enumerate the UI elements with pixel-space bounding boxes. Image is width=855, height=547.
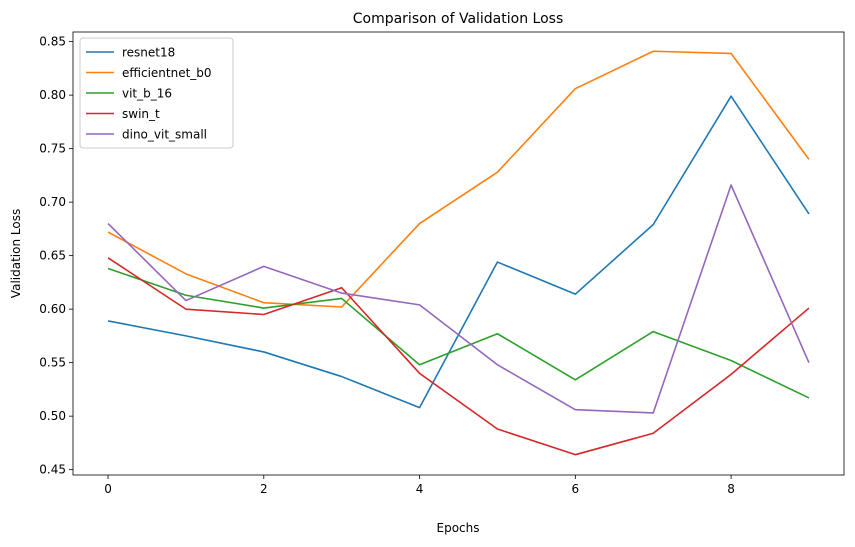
y-tick-label: 0.65 xyxy=(39,249,66,263)
legend-label-swin-t: swin_t xyxy=(122,107,160,121)
y-tick-label: 0.80 xyxy=(39,88,66,102)
series-line-efficientnet-b0 xyxy=(107,50,810,308)
x-tick-label: 6 xyxy=(571,482,579,496)
x-tick-label: 2 xyxy=(260,482,268,496)
y-axis: 0.45 0.50 0.55 0.60 0.65 0.70 0.75 0.80 0.85 xyxy=(39,35,73,477)
x-tick-label: 0 xyxy=(104,482,112,496)
y-tick-label: 0.70 xyxy=(39,195,66,209)
legend-box xyxy=(79,37,234,149)
y-tick-label: 0.60 xyxy=(39,302,66,316)
y-tick-label: 0.45 xyxy=(39,463,66,477)
y-tick-label: 0.55 xyxy=(39,356,66,370)
x-axis-label: Epochs xyxy=(437,521,480,535)
series-line-vit-b-16 xyxy=(107,267,810,399)
x-axis: 0 2 4 6 8 xyxy=(104,475,735,496)
y-tick-label: 0.50 xyxy=(39,409,66,423)
y-tick-label: 0.75 xyxy=(39,142,66,156)
legend-label-dino-vit-small: dino_vit_small xyxy=(122,128,207,142)
y-tick-label: 0.85 xyxy=(39,35,66,49)
series-lines xyxy=(107,50,810,456)
plot-frame xyxy=(72,31,845,476)
y-axis-label: Validation Loss xyxy=(9,209,23,298)
x-tick-label: 4 xyxy=(416,482,424,496)
legend: resnet18 efficientnet_b0 vit_b_16 swin_tdin… xyxy=(79,37,234,149)
chart-title: Comparison of Validation Loss xyxy=(353,11,564,27)
legend-label-resnet18: resnet18 xyxy=(122,46,175,60)
series-line-swin-t xyxy=(107,257,810,456)
series-line-dino-vit-small xyxy=(107,184,810,414)
legend-label-efficientnet-b0: efficientnet_b0 xyxy=(122,66,212,80)
legend-label-vit-b-16: vit_b_16 xyxy=(122,87,172,101)
x-tick-label: 8 xyxy=(727,482,735,496)
